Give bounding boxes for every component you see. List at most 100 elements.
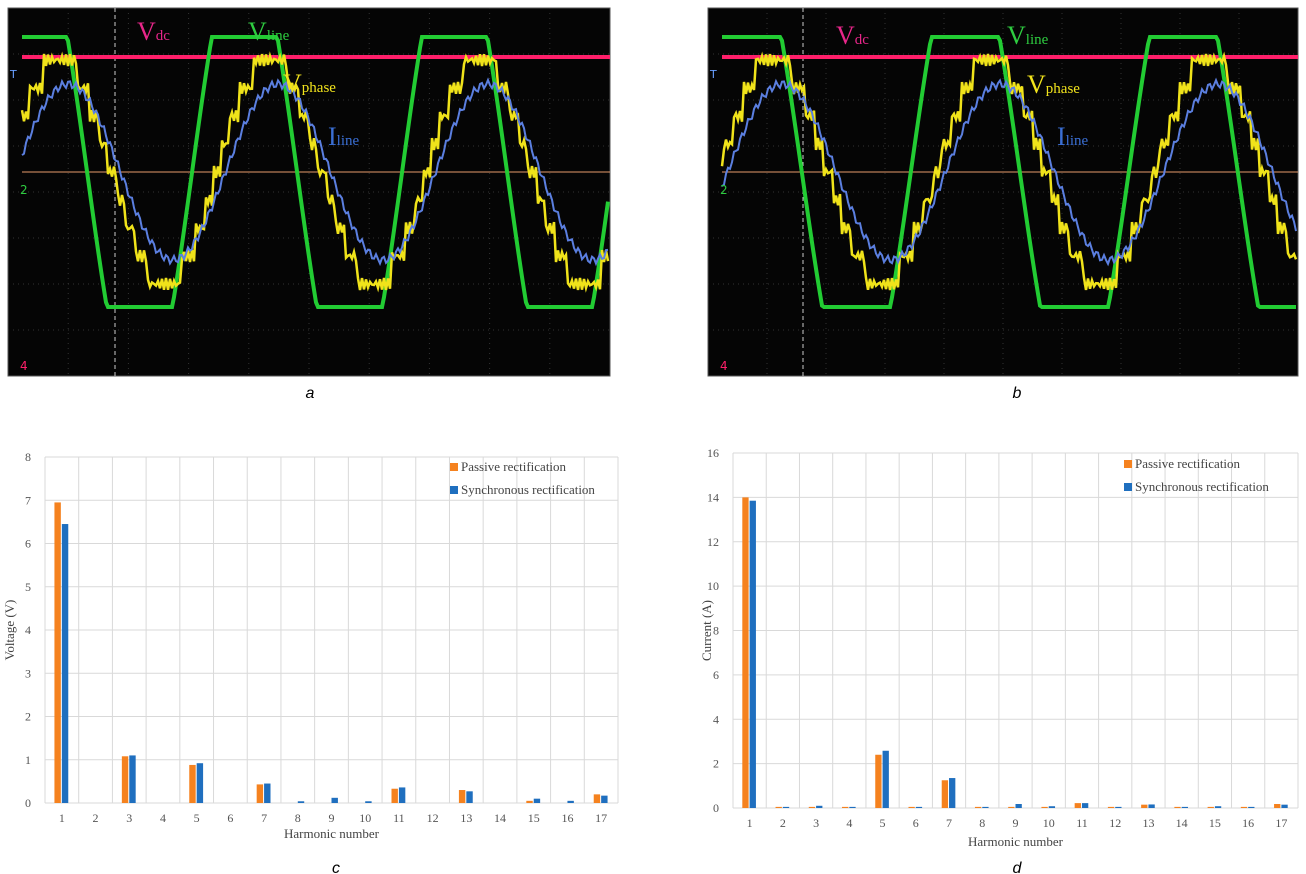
trace-label-sub: phase — [302, 80, 336, 96]
legend-label: Synchronous rectification — [461, 482, 595, 497]
bar — [1174, 807, 1180, 808]
y-tick-label: 6 — [713, 668, 719, 682]
x-tick-label: 12 — [1109, 816, 1121, 830]
legend-label: Passive rectification — [461, 459, 567, 474]
y-tick-label: 0 — [25, 796, 31, 810]
bar — [1082, 803, 1088, 808]
trace-label-sub: dc — [156, 28, 171, 44]
trace-label-sub: line — [1066, 133, 1089, 149]
x-tick-label: 4 — [846, 816, 852, 830]
bar — [332, 798, 338, 803]
channel-marker: 2 — [720, 183, 728, 197]
bar — [129, 755, 135, 803]
bar — [809, 807, 815, 808]
x-tick-label: 4 — [160, 811, 166, 825]
x-tick-label: 2 — [780, 816, 786, 830]
bar — [298, 801, 304, 803]
x-axis-label: Harmonic number — [284, 826, 380, 841]
bar — [1041, 807, 1047, 808]
bar — [1016, 804, 1022, 808]
x-tick-label: 2 — [93, 811, 99, 825]
bar — [62, 524, 68, 803]
legend-swatch — [1124, 483, 1132, 491]
bar — [849, 807, 855, 808]
x-tick-label: 5 — [880, 816, 886, 830]
bar — [1108, 807, 1114, 808]
bar — [982, 807, 988, 808]
legend-swatch — [1124, 460, 1132, 468]
y-tick-label: 12 — [707, 535, 719, 549]
bar — [949, 778, 955, 808]
bar — [264, 784, 270, 803]
x-tick-label: 16 — [1242, 816, 1254, 830]
x-tick-label: 16 — [561, 811, 573, 825]
channel-marker: 4 — [20, 359, 28, 373]
trace-label-main: I — [328, 122, 337, 151]
bar — [883, 751, 889, 808]
trace-label-main: V — [248, 17, 267, 46]
x-tick-label: 7 — [261, 811, 267, 825]
x-tick-label: 13 — [460, 811, 472, 825]
x-tick-label: 3 — [813, 816, 819, 830]
bar — [742, 497, 748, 808]
bar — [197, 763, 203, 803]
y-tick-label: 1 — [25, 753, 31, 767]
bar — [526, 801, 532, 803]
x-tick-label: 11 — [1076, 816, 1088, 830]
bar — [783, 807, 789, 808]
figure: T24VdcVlineVphaseIlineaT24VdcVlineVphase… — [0, 0, 1306, 874]
panel-caption: c — [332, 860, 340, 874]
trace-label-sub: line — [1026, 32, 1049, 48]
bar — [189, 765, 195, 803]
y-tick-label: 6 — [25, 537, 31, 551]
x-tick-label: 1 — [747, 816, 753, 830]
trace-label-main: I — [1057, 122, 1066, 151]
x-tick-label: 12 — [427, 811, 439, 825]
bar — [391, 789, 397, 803]
bar — [942, 780, 948, 808]
x-tick-label: 1 — [59, 811, 65, 825]
trace-label-main: V — [283, 69, 302, 98]
x-tick-label: 11 — [393, 811, 405, 825]
trace-label-main: V — [137, 17, 156, 46]
bar — [975, 807, 981, 808]
bar — [567, 801, 573, 803]
y-tick-label: 2 — [713, 757, 719, 771]
bar — [257, 784, 263, 803]
bar — [54, 502, 60, 803]
bar — [1208, 807, 1214, 808]
bar — [1215, 806, 1221, 808]
x-tick-label: 6 — [913, 816, 919, 830]
x-tick-label: 13 — [1142, 816, 1154, 830]
bar — [1248, 807, 1254, 808]
bar — [466, 791, 472, 803]
bar — [399, 787, 405, 803]
x-tick-label: 9 — [329, 811, 335, 825]
y-tick-label: 16 — [707, 446, 719, 460]
bar — [534, 799, 540, 803]
x-tick-label: 7 — [946, 816, 952, 830]
bar — [1148, 804, 1154, 808]
y-tick-label: 5 — [25, 580, 31, 594]
bar — [1049, 806, 1055, 808]
panel-caption: b — [1013, 385, 1022, 402]
legend-label: Passive rectification — [1135, 456, 1241, 471]
trace-label-sub: line — [337, 133, 360, 149]
x-tick-label: 14 — [1176, 816, 1188, 830]
y-tick-label: 2 — [25, 710, 31, 724]
x-tick-label: 17 — [1275, 816, 1287, 830]
x-tick-label: 15 — [1209, 816, 1221, 830]
bar — [1274, 804, 1280, 808]
x-tick-label: 15 — [528, 811, 540, 825]
x-tick-label: 10 — [1043, 816, 1055, 830]
trigger-marker: T — [9, 68, 17, 81]
bar — [122, 756, 128, 803]
y-tick-label: 7 — [25, 493, 31, 507]
bar — [875, 755, 881, 808]
bar — [1075, 803, 1081, 808]
y-tick-label: 3 — [25, 666, 31, 680]
bar — [750, 501, 756, 808]
y-axis-label: Current (A) — [699, 600, 714, 661]
x-tick-label: 9 — [1013, 816, 1019, 830]
